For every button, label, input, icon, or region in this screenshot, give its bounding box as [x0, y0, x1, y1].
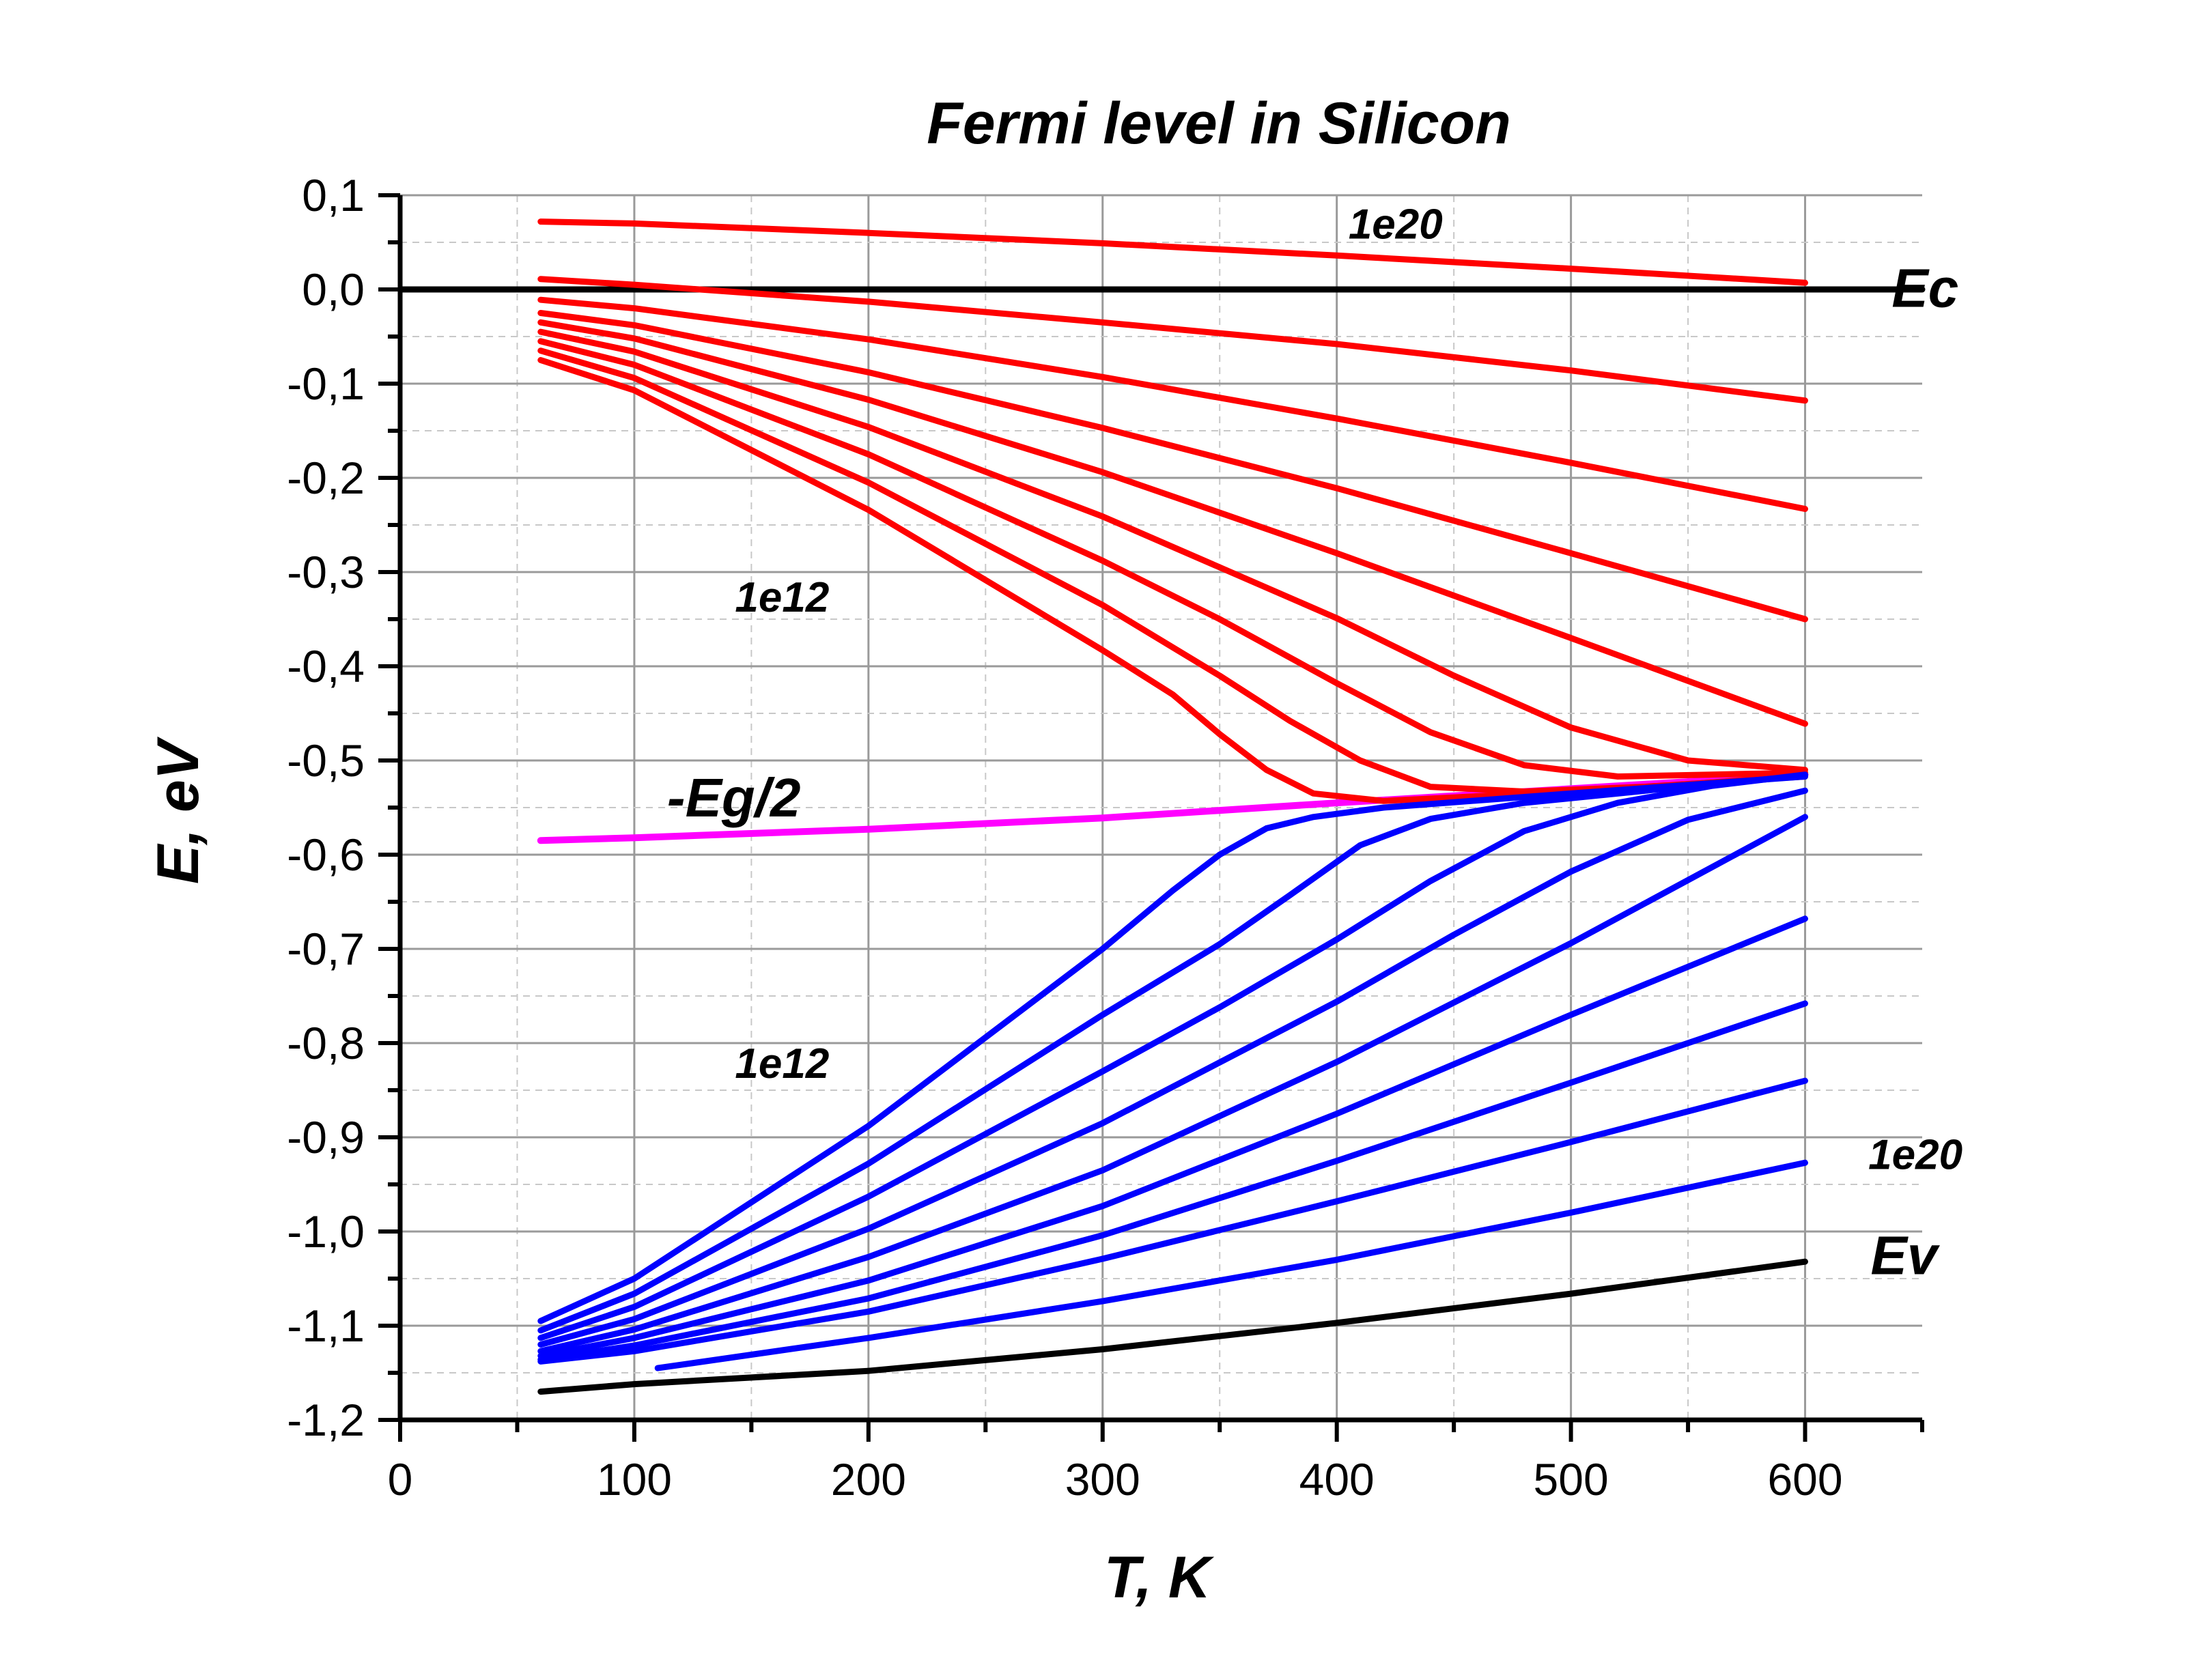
y-tick-label: 0,0: [302, 264, 365, 315]
annotation-label: Ec: [1891, 257, 1958, 318]
x-tick-label: 200: [831, 1454, 906, 1505]
tick-labels: 0 100 200 300 400 500 600 0,1 0,0 -0,1 -0,2 -0,3 -0,…: [287, 170, 1842, 1505]
chart-title: Fermi level in Silicon: [927, 91, 1511, 156]
annotation-label: 1e20: [1868, 1132, 1962, 1179]
x-axis-title: T, K: [1104, 1545, 1215, 1610]
x-tick-label: 400: [1299, 1454, 1375, 1505]
y-tick-label: -0,8: [287, 1018, 365, 1068]
band_edge-series-line: [537, 1258, 1808, 1395]
p_type-series-line: [654, 1159, 1808, 1371]
y-tick-label: -0,7: [287, 924, 365, 974]
n_type-series-line: [537, 357, 1808, 804]
x-tick-label: 0: [388, 1454, 413, 1505]
y-tick-label: -0,4: [287, 641, 365, 692]
annotation-label: 1e12: [735, 1040, 829, 1087]
annotation-label: 1e20: [1349, 201, 1443, 248]
y-tick-label: -1,0: [287, 1206, 365, 1257]
n_type-series-line: [537, 296, 1808, 512]
annotation-label: -Eg/2: [667, 767, 801, 828]
y-tick-label: -0,2: [287, 453, 365, 503]
p_type-series-line: [537, 771, 1808, 1341]
y-tick-label: -0,1: [287, 358, 365, 409]
p_type-series-line: [537, 773, 1808, 1324]
x-tick-label: 600: [1767, 1454, 1842, 1505]
n_type-series-line: [537, 218, 1808, 286]
annotation-label: 1e12: [735, 574, 829, 621]
n_type-series-line: [537, 319, 1808, 727]
y-tick-label: 0,1: [302, 170, 365, 220]
y-tick-label: -0,3: [287, 547, 365, 597]
x-tick-label: 500: [1534, 1454, 1609, 1505]
x-tick-label: 300: [1065, 1454, 1140, 1505]
n_type-series-line: [537, 328, 1808, 773]
y-tick-label: -0,5: [287, 735, 365, 786]
n_type-series-line: [537, 276, 1808, 404]
y-tick-label: -1,2: [287, 1395, 365, 1445]
p_type-series-line: [537, 814, 1808, 1354]
y-axis-title: E, eV: [145, 736, 211, 884]
p_type-series-line: [537, 1077, 1808, 1365]
y-tick-label: -1,1: [287, 1300, 365, 1351]
p_type-series-line: [537, 772, 1808, 1334]
p_type-series-line: [537, 787, 1808, 1348]
n_type-series-line: [537, 310, 1808, 623]
p_type-series-line: [537, 1000, 1808, 1363]
annotations: 1e20 1e12 1e12 1e20 Ec Ev -Eg/2: [667, 201, 1962, 1285]
annotation-label: Ev: [1871, 1225, 1941, 1286]
y-tick-label: -0,9: [287, 1112, 365, 1163]
x-tick-label: 100: [597, 1454, 672, 1505]
n_type-series-line: [537, 338, 1808, 780]
y-tick-label: -0,6: [287, 829, 365, 880]
axes: [378, 193, 1924, 1442]
plot-series: [397, 218, 1926, 1395]
p_type-series-line: [537, 915, 1808, 1359]
